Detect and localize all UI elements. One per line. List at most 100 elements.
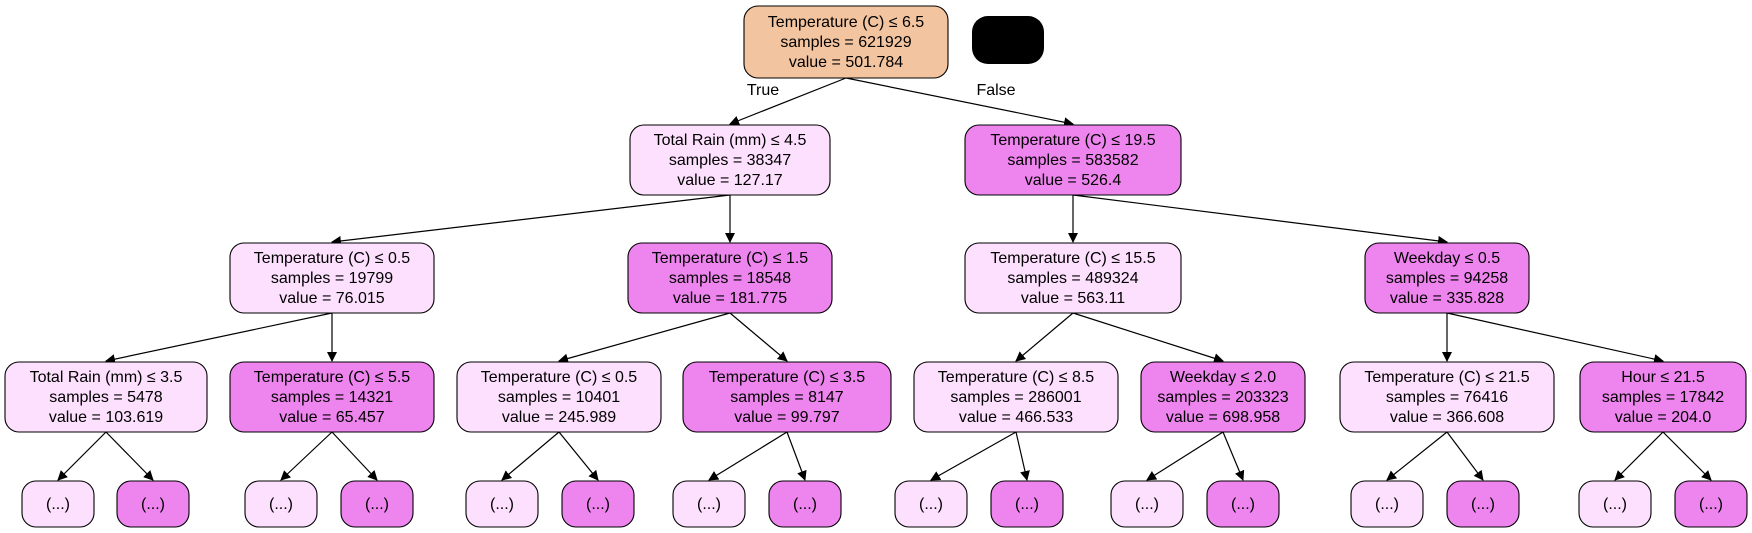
edge-n14-t16 <box>1662 431 1712 481</box>
split-condition: Temperature (C) ≤ 0.5 <box>254 250 410 267</box>
split-condition: Temperature (C) ≤ 0.5 <box>481 369 637 386</box>
tree-node-n7: Total Rain (mm) ≤ 3.5 samples = 5478 value… <box>4 361 208 433</box>
edge-n1-n3 <box>331 194 731 246</box>
value-label: value = 181.775 <box>673 290 787 307</box>
value-label: value = 245.989 <box>502 409 616 426</box>
samples-label: samples = 203323 <box>1157 389 1288 406</box>
edge-n6-n14 <box>1446 312 1664 364</box>
split-condition: Temperature (C) ≤ 15.5 <box>990 250 1155 267</box>
tree-node-n10: Temperature (C) ≤ 3.5 samples = 8147 value… <box>682 361 892 433</box>
node-box <box>1339 361 1555 433</box>
node-box <box>1364 242 1530 314</box>
node-box <box>913 361 1119 433</box>
edge-n8-t3 <box>280 431 333 481</box>
tree-node-n9: Temperature (C) ≤ 0.5 samples = 10401 valu… <box>456 361 662 433</box>
samples-label: samples = 76416 <box>1386 389 1508 406</box>
value-label: value = 501.784 <box>789 54 903 71</box>
split-condition: Temperature (C) ≤ 19.5 <box>990 132 1155 149</box>
samples-label: samples = 583582 <box>1007 152 1138 169</box>
edge-n0-n2 <box>845 77 1074 128</box>
samples-label: samples = 489324 <box>1007 270 1138 287</box>
value-label: value = 563.11 <box>1021 290 1125 307</box>
node-box <box>21 480 95 528</box>
node-box <box>672 480 746 528</box>
edge-n14-t15 <box>1614 431 1664 481</box>
node-box <box>1446 480 1520 528</box>
node-box <box>682 361 892 433</box>
node-box <box>1350 480 1424 528</box>
node-box <box>768 480 842 528</box>
node-box <box>116 480 190 528</box>
legend-black-box <box>972 16 1044 64</box>
samples-label: samples = 286001 <box>950 389 1081 406</box>
value-label: value = 466.533 <box>959 409 1073 426</box>
split-condition: Temperature (C) ≤ 1.5 <box>652 250 808 267</box>
tree-node-n12: Weekday ≤ 2.0 samples = 203323 value = 698… <box>1140 361 1306 433</box>
edge-n11-t9 <box>930 431 1017 481</box>
ellipsis-label: (...) <box>365 496 389 513</box>
tree-node-n5: Temperature (C) ≤ 15.5 samples = 489324 va… <box>964 242 1182 314</box>
node-box <box>964 124 1182 196</box>
samples-label: samples = 14321 <box>271 389 393 406</box>
node-box <box>229 361 435 433</box>
edges-layer: True False <box>57 77 1712 481</box>
edge-n10-t8 <box>786 431 807 481</box>
truncated-node-t8: (...) <box>768 480 842 528</box>
samples-label: samples = 10401 <box>498 389 620 406</box>
split-condition: Temperature (C) ≤ 5.5 <box>254 369 410 386</box>
truncated-node-t10: (...) <box>990 480 1064 528</box>
edge-n8-t4 <box>331 431 378 481</box>
edge-n9-t5 <box>501 431 560 481</box>
value-label: value = 103.619 <box>49 409 163 426</box>
value-label: value = 127.17 <box>677 172 783 189</box>
edge-n13-t14 <box>1446 431 1484 481</box>
edge-n7-t2 <box>105 431 154 481</box>
ellipsis-label: (...) <box>1699 496 1723 513</box>
truncated-node-t15: (...) <box>1578 480 1652 528</box>
value-label: value = 698.958 <box>1166 409 1280 426</box>
value-label: value = 65.457 <box>279 409 385 426</box>
truncated-node-t13: (...) <box>1350 480 1424 528</box>
value-label: value = 204.0 <box>1615 409 1712 426</box>
edge-n0-n1 <box>729 77 847 126</box>
edge-label-false: False <box>976 82 1015 99</box>
ellipsis-label: (...) <box>269 496 293 513</box>
tree-node-n0: Temperature (C) ≤ 6.5 samples = 621929 val… <box>743 5 949 79</box>
ellipsis-label: (...) <box>919 496 943 513</box>
edge-n4-n10 <box>729 312 788 362</box>
tree-node-n4: Temperature (C) ≤ 1.5 samples = 18548 valu… <box>627 242 833 314</box>
ellipsis-label: (...) <box>1135 496 1159 513</box>
samples-label: samples = 5478 <box>49 389 163 406</box>
edge-n11-t10 <box>1015 431 1030 481</box>
value-label: value = 526.4 <box>1025 172 1122 189</box>
split-condition: Weekday ≤ 0.5 <box>1394 250 1500 267</box>
truncated-node-t5: (...) <box>465 480 539 528</box>
value-label: value = 76.015 <box>279 290 385 307</box>
edge-n7-t1 <box>57 431 107 481</box>
ellipsis-label: (...) <box>1375 496 1399 513</box>
edge-n13-t13 <box>1386 431 1448 481</box>
truncated-node-t1: (...) <box>21 480 95 528</box>
node-box <box>1206 480 1280 528</box>
node-box <box>456 361 662 433</box>
node-box <box>340 480 414 528</box>
node-box <box>229 242 435 314</box>
node-box <box>1578 480 1652 528</box>
node-box <box>244 480 318 528</box>
edge-n10-t7 <box>708 431 788 481</box>
value-label: value = 99.797 <box>734 409 840 426</box>
samples-label: samples = 94258 <box>1386 270 1508 287</box>
split-condition: Temperature (C) ≤ 3.5 <box>709 369 865 386</box>
edge-n9-t6 <box>558 431 599 481</box>
edge-n12-t11 <box>1146 431 1224 481</box>
node-box <box>1579 361 1747 433</box>
truncated-node-t4: (...) <box>340 480 414 528</box>
node-box <box>1110 480 1184 528</box>
split-condition: Temperature (C) ≤ 6.5 <box>768 14 924 31</box>
nodes-layer: Temperature (C) ≤ 6.5 samples = 621929 val… <box>4 5 1748 528</box>
node-box <box>964 242 1182 314</box>
ellipsis-label: (...) <box>697 496 721 513</box>
truncated-node-t6: (...) <box>561 480 635 528</box>
tree-node-n14: Hour ≤ 21.5 samples = 17842 value = 204.0 <box>1579 361 1747 433</box>
